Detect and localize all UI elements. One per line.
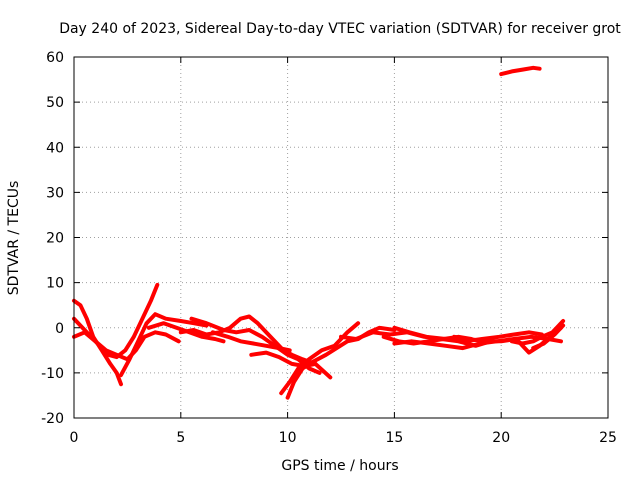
chart-title: Day 240 of 2023, Sidereal Day-to-day VTE…: [59, 21, 621, 37]
x-tick-label: 5: [176, 430, 185, 446]
series-line-s8: [210, 330, 292, 353]
x-tick-label: 20: [492, 430, 510, 446]
y-tick-label: 10: [46, 276, 64, 292]
y-axis-label: SDTVAR / TECUs: [6, 181, 22, 296]
x-axis-label: GPS time / hours: [281, 458, 398, 474]
series-line-s19: [499, 65, 542, 77]
series-line-s4: [119, 312, 209, 378]
y-tick-label: 60: [46, 50, 64, 66]
y-tick-label: 0: [55, 321, 64, 337]
y-tick-label: 50: [46, 95, 64, 111]
y-tick-label: -10: [41, 366, 64, 382]
axis-ticks: 0 5 10 15 20 25 -20 -10 0 10 20 30 40 50 60: [41, 50, 617, 446]
y-tick-label: 40: [46, 140, 64, 156]
y-tick-label: -20: [41, 411, 64, 427]
y-tick-label: 20: [46, 231, 64, 247]
x-tick-label: 25: [599, 430, 617, 446]
grid-lines: [74, 57, 608, 418]
y-tick-label: 30: [46, 185, 64, 201]
series-line-s18: [531, 323, 566, 351]
x-tick-label: 10: [279, 430, 297, 446]
series-line-s17: [509, 319, 566, 346]
x-tick-label: 0: [70, 430, 79, 446]
series-line-s7: [189, 316, 322, 375]
series-line-s10: [279, 321, 361, 396]
x-tick-label: 15: [385, 430, 403, 446]
series-group: [72, 65, 566, 400]
